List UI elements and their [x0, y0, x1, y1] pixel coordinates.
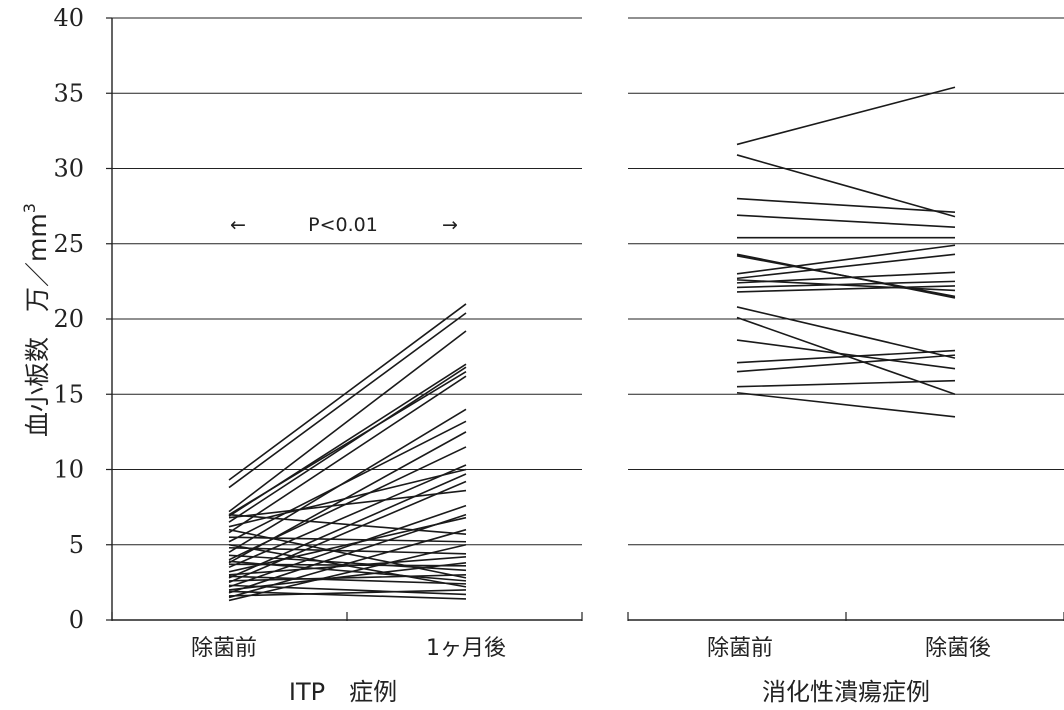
series-line-p1-2: [736, 197, 956, 213]
y-tick-label: 25: [53, 230, 84, 258]
series-line-p0-1: [228, 312, 467, 489]
series-line-p0-5: [228, 370, 467, 516]
series-line-p0-13: [228, 473, 467, 579]
annotation-left-arrow: ←: [230, 214, 246, 236]
significance-annotation: ← P<0.01 →: [230, 214, 458, 236]
series-line-p0-33: [228, 589, 467, 597]
y-tick-label: 5: [69, 531, 84, 559]
y-axis-label-text: 血小板数 万／mm3: [20, 203, 52, 437]
series-line-p0-31: [228, 575, 467, 585]
series-line-p0-20: [228, 513, 467, 536]
series-line-p0-27: [228, 554, 467, 572]
series-line-p1-0: [736, 86, 956, 146]
y-tick-label: 10: [53, 456, 84, 484]
itp-category-before: 除菌前: [191, 636, 257, 661]
series-line-p0-6: [228, 375, 467, 534]
grid-lines: [112, 17, 1064, 546]
series-line-p0-4: [228, 366, 467, 523]
axes: [106, 17, 1064, 621]
series-line-p0-14: [228, 480, 467, 584]
series-line-p0-28: [228, 574, 467, 582]
itp-group-label: ITP 症例: [289, 678, 397, 706]
y-tick-labels: 0 5 10 15 20 25 30 35 40: [53, 4, 84, 634]
series-line-p0-15: [228, 489, 467, 519]
annotation-right-arrow: →: [442, 214, 458, 236]
y-tick-label: 30: [53, 155, 84, 183]
ulcer-panel-lines: [736, 86, 956, 418]
ulcer-category-before: 除菌前: [707, 636, 773, 661]
y-tick-label: 0: [69, 606, 84, 634]
series-line-p1-16: [736, 349, 956, 364]
series-line-p0-0: [228, 303, 467, 481]
category-labels: 除菌前 1ヶ月後 除菌前 除菌後 ITP 症例 消化性潰瘍症例: [191, 636, 991, 706]
y-axis-label: 血小板数 万／mm3: [20, 203, 52, 437]
series-line-p1-17: [736, 354, 956, 373]
series-line-p0-16: [228, 504, 467, 588]
series-line-p1-11: [736, 279, 956, 292]
series-line-p0-30: [228, 560, 467, 582]
series-line-p1-13: [736, 306, 956, 359]
y-tick-label: 20: [53, 305, 84, 333]
series-line-p0-32: [228, 543, 467, 588]
y-tick-label: 15: [53, 380, 84, 408]
itp-panel-lines: [228, 303, 467, 602]
series-line-p1-7: [736, 244, 956, 275]
series-line-p0-29: [228, 528, 467, 579]
ulcer-group-label: 消化性潰瘍症例: [762, 678, 930, 706]
y-tick-label: 40: [53, 4, 84, 32]
series-line-p0-18: [228, 516, 467, 573]
series-line-p1-1: [736, 154, 956, 218]
series-line-p0-23: [228, 546, 467, 555]
series-line-p1-3: [736, 214, 956, 228]
series-line-p1-8: [736, 253, 956, 280]
ulcer-category-after: 除菌後: [925, 636, 991, 661]
y-axis-label-main: 血小板数 万／mm: [23, 213, 52, 437]
series-line-p1-19: [736, 391, 956, 418]
series-line-p0-11: [228, 464, 467, 569]
series-line-p0-22: [228, 543, 467, 602]
series-line-p1-15: [736, 339, 956, 370]
y-tick-label: 35: [53, 79, 84, 107]
y-axis-label-superscript: 3: [20, 203, 39, 213]
annotation-p-value: P<0.01: [308, 214, 378, 236]
series-line-p0-35: [228, 590, 467, 600]
series-line-p0-34: [228, 584, 467, 596]
series-line-p0-8: [228, 420, 467, 543]
series-line-p1-12: [736, 285, 956, 293]
series-line-p1-18: [736, 379, 956, 388]
series-line-p0-2: [228, 330, 467, 513]
series-line-p1-6: [736, 255, 956, 298]
itp-category-after: 1ヶ月後: [426, 636, 506, 661]
